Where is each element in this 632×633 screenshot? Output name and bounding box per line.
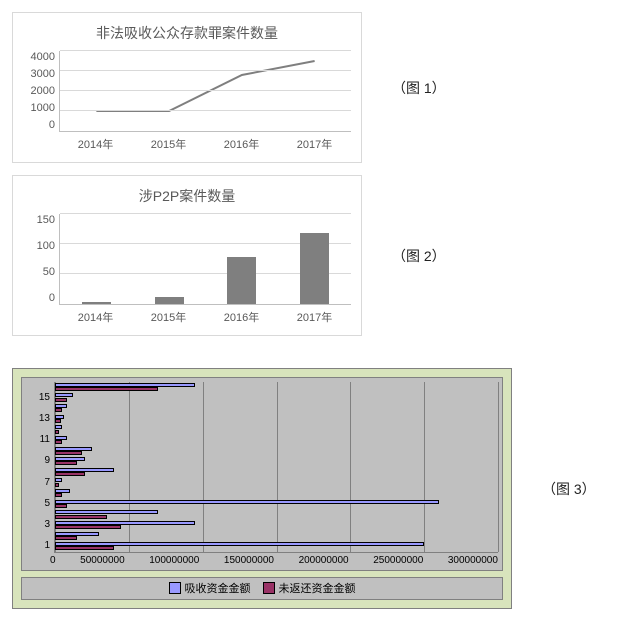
chart2-ytick: 100 bbox=[37, 240, 55, 252]
chart3-ytick: 13 bbox=[26, 414, 50, 425]
chart1-xtick: 2017年 bbox=[278, 136, 351, 152]
chart2-box: 涉P2P案件数量 150 100 50 0 2014年2015年2016年2017年 bbox=[12, 175, 362, 336]
chart1-yaxis: 4000 3000 2000 1000 0 bbox=[23, 51, 59, 131]
chart1-xlabels: 2014年2015年2016年2017年 bbox=[59, 136, 351, 152]
chart3-bar bbox=[55, 408, 62, 412]
chart3-plot-outer: 1 3 5 7 9 11 13 15 050000000100000000150… bbox=[21, 377, 503, 571]
chart3-bar bbox=[55, 525, 121, 529]
chart3-bar bbox=[55, 546, 114, 550]
chart2-xtick: 2016年 bbox=[205, 309, 278, 325]
chart1-plot bbox=[59, 51, 351, 132]
chart3-legend-item: 未返还资金金额 bbox=[263, 580, 356, 596]
chart1-yspacer bbox=[23, 136, 59, 152]
caption-2: （图 2） bbox=[392, 246, 446, 266]
chart1-title: 非法吸收公众存款罪案件数量 bbox=[23, 23, 351, 43]
chart1-line bbox=[96, 61, 314, 111]
chart3-bar bbox=[55, 451, 82, 455]
chart2-ytick: 0 bbox=[49, 292, 55, 304]
chart1-ytick: 2000 bbox=[31, 85, 55, 97]
chart3-bar bbox=[55, 483, 59, 487]
chart3-bar bbox=[55, 472, 85, 476]
chart1-xtick: 2016年 bbox=[205, 136, 278, 152]
legend-label: 未返还资金金额 bbox=[279, 580, 356, 596]
chart3-ytick: 5 bbox=[26, 499, 50, 510]
chart1-xtick: 2015年 bbox=[132, 136, 205, 152]
chart3-xtick: 50000000 bbox=[80, 555, 125, 566]
chart3-xaxis: 0 50000000 100000000 150000000 200000000 2500… bbox=[26, 555, 498, 566]
chart1-box: 非法吸收公众存款罪案件数量 40003000200010000 2014年201… bbox=[12, 12, 362, 163]
chart3-bar bbox=[55, 419, 61, 423]
chart1-xtick: 2014年 bbox=[59, 136, 132, 152]
caption-1: （图 1） bbox=[392, 78, 446, 98]
chart3-xlabels: 0 50000000 100000000 150000000 200000000 2500… bbox=[50, 555, 498, 566]
chart3-bar bbox=[55, 440, 62, 444]
row-chart2: 涉P2P案件数量 150100500 2014年2015年2016年2017年 … bbox=[12, 175, 620, 336]
chart3-bar bbox=[55, 500, 439, 504]
chart2-xtick: 2017年 bbox=[278, 309, 351, 325]
chart3-bar bbox=[55, 387, 158, 391]
chart3-bar bbox=[55, 515, 107, 519]
chart2-bar bbox=[82, 302, 111, 304]
chart3-yaxis: 1 3 5 7 9 11 13 15 bbox=[26, 382, 54, 552]
chart3-panel: 1 3 5 7 9 11 13 15 050000000100000000150… bbox=[12, 368, 512, 609]
row-chart1: 非法吸收公众存款罪案件数量 40003000200010000 2014年201… bbox=[12, 12, 620, 163]
chart1-ytick: 3000 bbox=[31, 68, 55, 80]
chart3-bar bbox=[55, 398, 67, 402]
chart2-bar bbox=[155, 297, 184, 304]
chart2-xtick: 2015年 bbox=[132, 309, 205, 325]
chart2-ytick: 50 bbox=[43, 266, 55, 278]
chart2-plot bbox=[59, 214, 351, 305]
chart2-xtick: 2014年 bbox=[59, 309, 132, 325]
chart3-legend-item: 吸收资金金额 bbox=[169, 580, 251, 596]
chart3-legend: 吸收资金金额 未返还资金金额 bbox=[21, 577, 503, 600]
chart3-bar bbox=[55, 430, 59, 434]
chart3-bar bbox=[55, 536, 77, 540]
chart3-bar bbox=[55, 493, 62, 497]
chart3-bar bbox=[55, 504, 67, 508]
chart3-ytick: 1 bbox=[26, 541, 50, 552]
row-chart3: 1 3 5 7 9 11 13 15 050000000100000000150… bbox=[12, 368, 620, 609]
chart1-ytick: 0 bbox=[49, 119, 55, 131]
chart3-plot-wrap: 1 3 5 7 9 11 13 15 bbox=[26, 382, 498, 553]
chart1-plot-wrap: 4000 3000 2000 1000 0 bbox=[23, 51, 351, 132]
chart3-xtick: 200000000 bbox=[299, 555, 349, 566]
caption-3: （图 3） bbox=[542, 479, 596, 499]
chart1-ytick: 1000 bbox=[31, 102, 55, 114]
legend-swatch bbox=[169, 582, 181, 594]
chart2-bar bbox=[300, 233, 329, 304]
chart2-xlabels: 2014年2015年2016年2017年 bbox=[59, 309, 351, 325]
chart1-ytick: 4000 bbox=[31, 51, 55, 63]
chart3-plot bbox=[54, 382, 498, 553]
legend-swatch bbox=[263, 582, 275, 594]
chart3-yspacer bbox=[26, 555, 50, 566]
chart1-xaxis: 2014年2015年2016年2017年 bbox=[23, 136, 351, 152]
legend-label: 吸收资金金额 bbox=[185, 580, 251, 596]
chart2-bar bbox=[227, 257, 256, 304]
chart2-title: 涉P2P案件数量 bbox=[23, 186, 351, 206]
chart1-line-svg bbox=[60, 51, 351, 131]
chart3-xtick: 300000000 bbox=[448, 555, 498, 566]
chart2-yspacer bbox=[23, 309, 59, 325]
chart3-xtick: 100000000 bbox=[149, 555, 199, 566]
chart3-xtick: 150000000 bbox=[224, 555, 274, 566]
chart2-plot-wrap: 150 100 50 0 bbox=[23, 214, 351, 305]
chart2-xaxis: 2014年2015年2016年2017年 bbox=[23, 309, 351, 325]
chart2-yaxis: 150 100 50 0 bbox=[23, 214, 59, 304]
chart3-bar bbox=[55, 461, 77, 465]
chart3-xtick: 0 bbox=[50, 555, 56, 566]
chart3-xtick: 250000000 bbox=[373, 555, 423, 566]
chart2-ytick: 150 bbox=[37, 214, 55, 226]
